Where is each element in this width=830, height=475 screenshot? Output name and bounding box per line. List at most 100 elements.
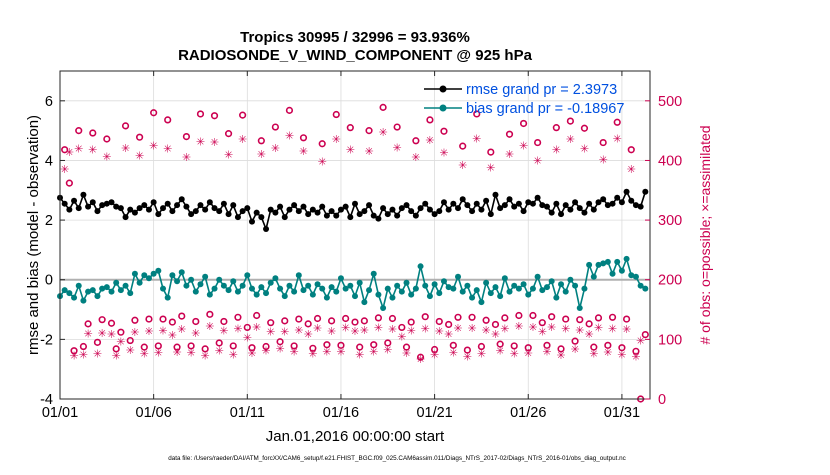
possible-obs-marker	[384, 339, 392, 347]
possible-obs-marker	[164, 116, 172, 124]
bias-point	[248, 285, 255, 292]
bias-point	[515, 285, 522, 292]
assimilated-obs-marker: ✳	[210, 137, 219, 149]
bias-point	[637, 282, 644, 289]
possible-obs-marker	[585, 320, 593, 328]
bias-point	[389, 294, 396, 301]
assimilated-obs-marker: ✳	[430, 349, 439, 361]
bias-point	[319, 285, 326, 292]
possible-obs-marker	[243, 323, 251, 332]
rmse-point	[492, 191, 499, 198]
assimilated-obs-marker: ✳	[187, 347, 196, 359]
possible-obs-marker	[332, 110, 340, 119]
possible-obs-marker	[201, 345, 209, 353]
assimilated-obs-marker: ✳	[355, 349, 364, 361]
bias-point	[314, 281, 321, 288]
y-left-tick-label: -4	[40, 392, 53, 408]
rmse-point	[197, 202, 204, 209]
x-tick-label: 01/26	[510, 405, 546, 421]
y-right-tick-label: 100	[658, 332, 682, 348]
rmse-point	[300, 203, 307, 210]
bias-point	[333, 288, 340, 295]
possible-obs-marker	[519, 119, 528, 128]
assimilated-obs-marker: ✳	[364, 146, 373, 158]
possible-obs-marker	[262, 342, 270, 351]
bias-point	[412, 285, 419, 292]
possible-obs-marker	[117, 328, 125, 336]
rmse-point	[426, 206, 433, 213]
possible-obs-marker	[501, 314, 509, 322]
rmse-point	[155, 211, 162, 218]
possible-obs-marker	[210, 112, 219, 120]
rmse-point	[436, 208, 443, 215]
assimilated-obs-marker: ✳	[233, 324, 242, 336]
bias-point	[192, 288, 199, 295]
bias-point	[300, 287, 307, 294]
possible-obs-marker	[571, 337, 579, 345]
rmse-point	[211, 205, 218, 212]
bias-point	[431, 281, 438, 288]
possible-obs-marker	[557, 345, 565, 353]
rmse-point	[361, 208, 368, 215]
possible-obs-marker	[271, 123, 279, 131]
rmse-point	[253, 209, 260, 216]
plot-frame	[59, 70, 651, 400]
assimilated-obs-marker: ✳	[566, 134, 575, 146]
possible-obs-marker	[79, 342, 88, 351]
assimilated-obs-marker: ✳	[383, 345, 392, 357]
bias-point	[473, 287, 480, 294]
assimilated-obs-marker: ✳	[69, 350, 78, 362]
rmse-point	[85, 203, 92, 210]
assimilated-obs-marker: ✳	[229, 349, 238, 361]
assimilated-obs-marker: ✳	[322, 346, 331, 358]
rmse-point	[188, 211, 195, 218]
bias-point	[61, 287, 68, 294]
possible-obs-marker	[299, 134, 308, 142]
assimilated-obs-marker: ✳	[421, 324, 430, 336]
rmse-point	[529, 200, 536, 207]
y-right-tick-label: 0	[658, 392, 666, 408]
assimilated-obs-marker: ✳	[627, 164, 636, 176]
possible-obs-marker	[445, 320, 453, 329]
y-left-tick-label: 6	[45, 94, 53, 110]
possible-obs-marker	[431, 345, 439, 354]
legend-bias-marker	[439, 104, 447, 112]
rmse-point	[366, 202, 373, 209]
assimilated-obs-marker: ✳	[524, 348, 533, 360]
assimilated-obs-marker: ✳	[374, 322, 383, 334]
bias-point	[211, 285, 218, 292]
possible-obs-marker	[313, 314, 322, 323]
rmse-point	[417, 205, 424, 212]
bias-point	[628, 272, 635, 279]
rmse-point	[469, 208, 476, 215]
possible-obs-marker	[449, 341, 457, 349]
possible-obs-marker	[309, 344, 317, 352]
rmse-point	[216, 208, 223, 215]
bias-point	[366, 287, 373, 294]
possible-obs-marker	[276, 338, 284, 346]
rmse-point	[623, 188, 630, 195]
possible-obs-marker	[98, 316, 106, 324]
possible-obs-marker	[145, 315, 153, 323]
assimilated-obs-marker: ✳	[308, 349, 317, 361]
rmse-point	[445, 206, 452, 213]
assimilated-obs-marker: ✳	[205, 321, 214, 333]
possible-obs-marker	[505, 130, 514, 138]
bias-point	[600, 260, 607, 267]
assimilated-obs-marker: ✳	[556, 350, 565, 362]
rmse-point	[440, 199, 447, 206]
bias-point	[258, 284, 265, 291]
assimilated-obs-marker: ✳	[191, 328, 200, 340]
rmse-point	[408, 208, 415, 215]
bias-point	[253, 291, 260, 298]
possible-obs-marker	[562, 315, 570, 323]
rmse-point	[319, 203, 326, 210]
bias-point	[244, 272, 251, 279]
assimilated-obs-marker: ✳	[93, 349, 102, 361]
assimilated-obs-marker: ✳	[617, 349, 626, 361]
assimilated-obs-marker: ✳	[580, 144, 589, 156]
rmse-point	[370, 212, 377, 219]
bias-point	[99, 285, 106, 292]
bias-point	[113, 279, 120, 286]
rmse-point	[450, 200, 457, 207]
